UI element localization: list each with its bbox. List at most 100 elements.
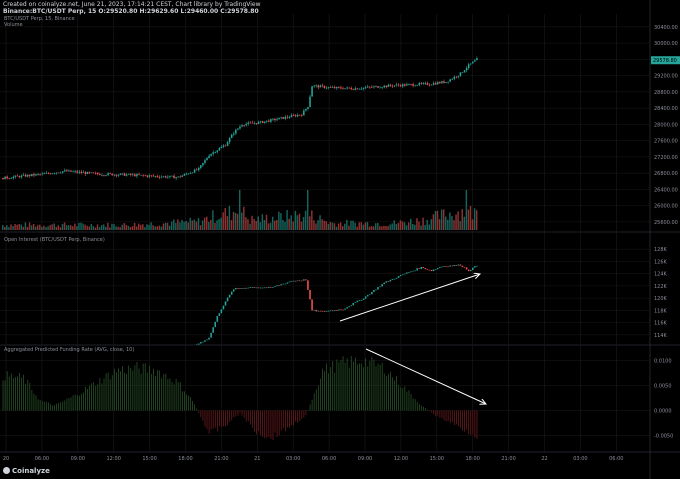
volume-bar xyxy=(276,219,278,230)
volume-bar xyxy=(247,219,249,230)
oi-candle xyxy=(385,281,388,283)
candle-body xyxy=(329,87,332,88)
funding-trend-arrow xyxy=(365,348,486,404)
funding-bar xyxy=(190,396,191,411)
candle-body xyxy=(401,84,404,87)
volume-bar xyxy=(224,207,227,230)
oi-candle xyxy=(257,287,260,289)
oi-candle xyxy=(35,369,37,370)
funding-bar xyxy=(326,363,327,411)
funding-bar xyxy=(398,384,400,411)
candle-body xyxy=(148,175,151,177)
volume-bar xyxy=(146,224,148,230)
candle-body xyxy=(187,173,190,175)
oi-candle xyxy=(408,272,410,273)
funding-bar xyxy=(309,404,311,411)
oi-candle xyxy=(397,276,400,278)
funding-bar xyxy=(453,410,455,426)
oi-candle xyxy=(241,288,243,289)
funding-bar xyxy=(45,401,47,411)
volume-bar xyxy=(253,219,255,230)
candle-body xyxy=(364,87,367,89)
candle-body xyxy=(134,174,136,177)
volume-bar xyxy=(12,226,14,230)
candle-body xyxy=(150,175,153,177)
funding-bar xyxy=(406,391,408,411)
volume-bar xyxy=(366,221,369,230)
price-tick-label: 28000.00 xyxy=(654,122,678,128)
candle-body xyxy=(276,119,278,121)
candle-body xyxy=(472,61,474,64)
candle-body xyxy=(222,145,225,147)
candle-body xyxy=(362,87,365,89)
candle-body xyxy=(167,176,169,178)
candle-body xyxy=(26,174,29,177)
oi-candle xyxy=(410,271,412,273)
volume-bar xyxy=(47,226,49,230)
oi-candle xyxy=(434,269,437,270)
volume-bar xyxy=(49,225,51,230)
volume-bar xyxy=(14,224,16,230)
funding-bar xyxy=(313,393,315,411)
oi-candle xyxy=(87,366,89,367)
funding-bar xyxy=(132,370,134,411)
funding-tick-label: 0.0050 xyxy=(654,384,672,390)
funding-bar xyxy=(369,360,371,411)
candle-body xyxy=(261,121,264,123)
oi-candle xyxy=(132,362,134,363)
oi-candle xyxy=(43,369,45,370)
volume-bar xyxy=(133,222,136,230)
funding-bar xyxy=(175,378,177,411)
volume-bar xyxy=(469,205,472,230)
oi-candle xyxy=(368,294,371,295)
candle-body xyxy=(416,85,418,86)
volume-bar xyxy=(111,223,113,230)
funding-bar xyxy=(402,388,404,411)
oi-tick-label: 118K xyxy=(654,308,668,314)
oi-candle xyxy=(270,286,272,288)
volume-bar xyxy=(412,223,414,230)
volume-bar xyxy=(228,205,231,230)
volume-bar xyxy=(226,216,229,230)
oi-candle xyxy=(161,360,163,361)
volume-bar xyxy=(372,226,375,230)
oi-candle xyxy=(155,361,157,362)
funding-bar xyxy=(295,410,296,422)
volume-bar xyxy=(263,220,266,230)
oi-candle xyxy=(422,267,425,269)
candle-body xyxy=(123,173,126,176)
volume-bar xyxy=(440,209,443,230)
volume-bar xyxy=(37,225,39,230)
funding-bar xyxy=(303,410,305,418)
funding-bar xyxy=(103,378,105,411)
volume-bar xyxy=(220,217,222,230)
volume-bar xyxy=(191,220,194,230)
oi-candle xyxy=(455,265,458,266)
oi-candle xyxy=(329,310,332,312)
volume-bar xyxy=(177,219,179,230)
candle-body xyxy=(278,117,280,120)
funding-bar xyxy=(85,386,86,411)
oi-candle xyxy=(157,361,159,362)
candle-body xyxy=(342,88,344,90)
volume-bar xyxy=(105,226,107,230)
oi-candle xyxy=(134,362,136,363)
price-tick-label: 27200.00 xyxy=(654,155,678,161)
volume-bar xyxy=(175,222,177,230)
candle-body xyxy=(387,84,390,87)
oi-candle xyxy=(181,351,183,353)
candle-body xyxy=(408,84,410,85)
candle-body xyxy=(284,116,287,119)
oi-candle xyxy=(451,265,453,267)
funding-bar xyxy=(416,402,418,411)
funding-bar xyxy=(120,371,121,411)
price-tick-label: 25600.00 xyxy=(654,220,678,226)
funding-bar xyxy=(371,356,373,411)
funding-bar xyxy=(433,410,435,415)
candle-body xyxy=(175,177,177,179)
funding-bar xyxy=(472,410,474,435)
funding-bar xyxy=(140,373,142,411)
candle-body xyxy=(381,87,383,89)
candle-body xyxy=(239,126,241,129)
